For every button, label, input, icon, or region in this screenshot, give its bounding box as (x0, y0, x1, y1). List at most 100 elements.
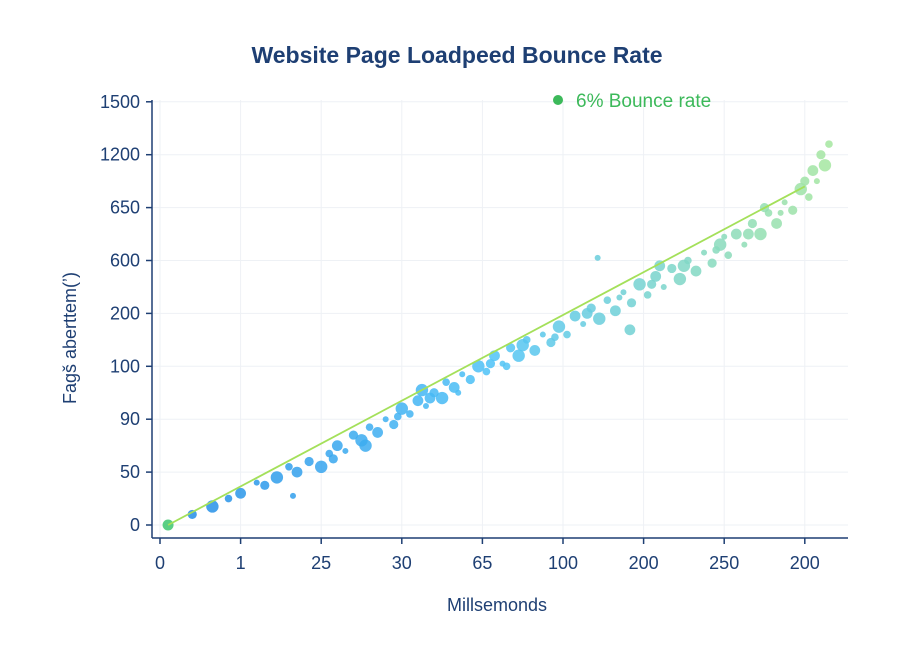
y-tick-label: 50 (120, 462, 140, 482)
data-point (485, 359, 496, 369)
data-point (825, 140, 833, 148)
data-point (506, 343, 516, 353)
y-tick-label: 650 (110, 198, 140, 218)
data-point (677, 259, 691, 272)
data-point (512, 349, 525, 362)
x-tick-label: 65 (472, 553, 492, 573)
data-point (707, 258, 717, 268)
data-point (788, 205, 798, 215)
data-point (389, 419, 399, 430)
data-point (291, 466, 303, 478)
data-point (382, 416, 389, 423)
data-point (270, 471, 284, 484)
data-point (539, 331, 546, 338)
data-point (502, 362, 511, 371)
data-point (235, 487, 247, 499)
data-point (465, 374, 475, 385)
data-point (331, 440, 343, 452)
data-point (730, 228, 742, 240)
data-point (673, 272, 687, 286)
data-point (712, 246, 720, 254)
data-point (593, 312, 606, 325)
x-tick-label: 100 (548, 553, 578, 573)
data-point (643, 291, 652, 299)
data-point (304, 456, 314, 467)
data-point (609, 305, 621, 317)
data-point (472, 360, 485, 373)
data-point (253, 479, 260, 486)
data-point (260, 480, 270, 490)
data-point (805, 193, 813, 201)
trend-line (167, 185, 806, 526)
data-point (781, 199, 788, 206)
data-point (551, 333, 559, 342)
data-point (721, 233, 728, 240)
data-point (747, 218, 758, 229)
chart-title: Website Page Loadpeed Bounce Rate (251, 42, 662, 68)
y-axis-label: Fagš aberttem(ʼ) (60, 272, 80, 404)
data-point (395, 402, 408, 415)
data-point (424, 392, 436, 404)
y-tick-label: 1500 (100, 92, 140, 112)
data-point (816, 150, 826, 160)
x-tick-label: 1 (236, 553, 246, 573)
data-point (406, 410, 414, 418)
data-point (754, 227, 767, 241)
y-tick-label: 600 (110, 251, 140, 271)
x-tick-label: 25 (311, 553, 331, 573)
data-point (620, 289, 627, 296)
x-tick-label: 250 (709, 553, 739, 573)
data-point (701, 249, 708, 256)
data-point (393, 412, 402, 421)
x-tick-label: 200 (790, 553, 820, 573)
data-point (455, 389, 462, 396)
data-point (529, 345, 541, 356)
data-point (818, 159, 832, 172)
axes: 0 1 25 30 65 100 200 250 200 0 50 90 100 200 600 650 120… (100, 92, 848, 573)
data-point (800, 176, 810, 186)
y-tick-label: 200 (110, 303, 140, 323)
data-point (603, 296, 612, 304)
data-point (650, 270, 662, 282)
data-point (442, 378, 450, 386)
data-point (342, 447, 349, 454)
data-point (647, 279, 657, 289)
data-point (285, 463, 293, 471)
data-point (742, 228, 754, 240)
data-point (435, 391, 449, 405)
data-point (372, 427, 384, 438)
y-tick-label: 1200 (100, 145, 140, 165)
data-point (187, 509, 197, 520)
data-points (162, 140, 833, 531)
data-point (633, 278, 646, 291)
data-point (348, 430, 359, 440)
data-point (552, 320, 566, 333)
x-tick-label: 0 (155, 553, 165, 573)
data-point (724, 251, 733, 260)
data-point (777, 209, 784, 216)
data-point (359, 439, 372, 452)
data-point (569, 310, 581, 322)
data-point (459, 371, 466, 378)
data-point (328, 454, 338, 464)
x-axis-label: Millsemonds (447, 595, 547, 615)
data-point (624, 324, 636, 336)
data-point (422, 402, 429, 409)
data-point (581, 308, 593, 319)
grid (152, 100, 848, 538)
y-tick-label: 90 (120, 409, 140, 429)
data-point (412, 395, 424, 407)
x-tick-label: 30 (392, 553, 412, 573)
data-point (482, 367, 491, 376)
data-point (616, 294, 623, 301)
data-point (516, 338, 529, 352)
y-tick-label: 0 (130, 515, 140, 535)
data-point (813, 178, 820, 185)
data-point (771, 218, 782, 229)
legend: 6% Bounce rate (553, 91, 711, 112)
data-point (580, 320, 587, 327)
legend-marker-icon (553, 95, 563, 105)
data-point (660, 283, 667, 290)
data-point (594, 254, 601, 261)
